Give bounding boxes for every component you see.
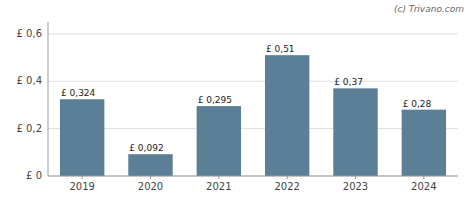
x-axis-line — [48, 176, 458, 177]
bar — [333, 88, 377, 176]
y-axis-line — [48, 22, 49, 176]
bar — [60, 99, 104, 176]
bars — [60, 55, 446, 176]
y-tick-label: £ 0,6 — [17, 28, 42, 39]
bar — [402, 110, 446, 176]
grid-line — [48, 81, 458, 82]
data-label: £ 0,324 — [61, 88, 96, 98]
x-tick-label: 2022 — [274, 181, 299, 192]
grid — [48, 34, 458, 176]
grid-line — [48, 128, 458, 129]
y-axis: £ 0 £ 0,2 £ 0,4 £ 0,6 — [17, 22, 48, 181]
y-tick-label: £ 0,2 — [17, 123, 42, 134]
x-axis: 2019 2020 2021 2022 2023 2024 — [48, 176, 458, 192]
x-tick-label: 2020 — [138, 181, 163, 192]
x-tick-label: 2019 — [69, 181, 94, 192]
chart-container: £ 0£ 0,2£ 0,4£ 0,62019202020212022202320… — [0, 0, 470, 200]
data-label: £ 0,37 — [334, 77, 363, 87]
chart-svg: £ 0£ 0,2£ 0,4£ 0,62019202020212022202320… — [0, 0, 470, 200]
x-tick — [423, 176, 424, 179]
data-label: £ 0,28 — [403, 99, 432, 109]
x-tick — [287, 176, 288, 179]
x-tick-label: 2023 — [343, 181, 368, 192]
y-tick-label: £ 0,4 — [17, 75, 42, 86]
bar — [128, 154, 172, 176]
grid-line — [48, 176, 458, 177]
data-label: £ 0,295 — [198, 95, 232, 105]
data-label: £ 0,092 — [129, 143, 163, 153]
grid-line — [48, 33, 458, 34]
x-tick-label: 2021 — [206, 181, 231, 192]
data-labels: £ 0,324 £ 0,092 £ 0,295 £ 0,51 £ 0,37 £ 0,28 — [61, 44, 432, 153]
x-tick — [150, 176, 151, 179]
x-tick — [218, 176, 219, 179]
data-label: £ 0,51 — [266, 44, 295, 54]
bar — [265, 55, 309, 176]
x-tick — [355, 176, 356, 179]
x-tick-label: 2024 — [411, 181, 436, 192]
y-tick-label: £ 0 — [26, 170, 42, 181]
x-tick — [82, 176, 83, 179]
watermark: (c) Trivano.com — [394, 4, 464, 14]
bar — [197, 106, 241, 176]
